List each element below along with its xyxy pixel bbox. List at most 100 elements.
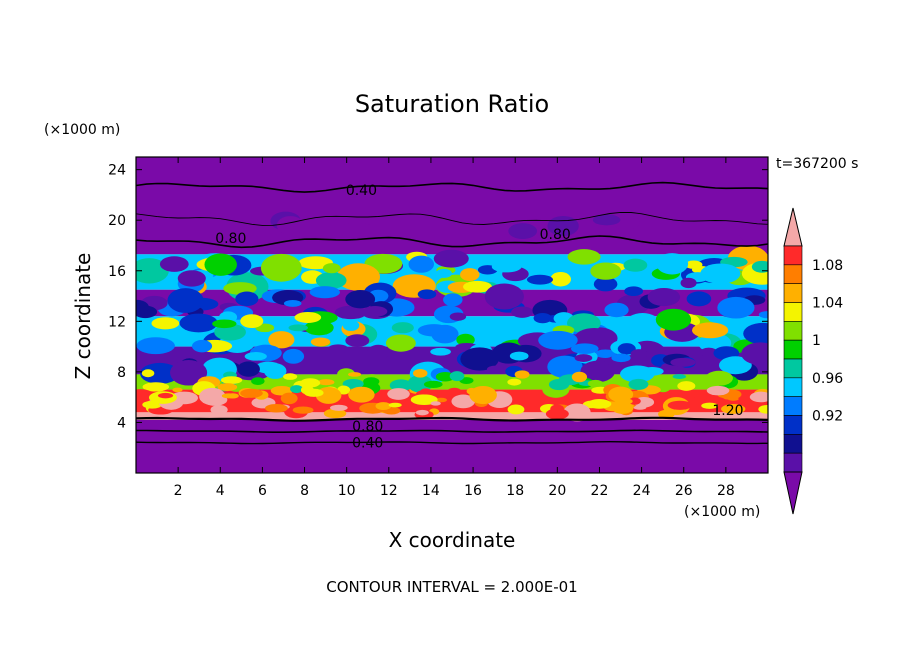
field-cell: [268, 331, 295, 349]
field-cell: [304, 388, 324, 397]
field-cell: [362, 306, 388, 317]
field-cell: [420, 388, 432, 395]
field-cell: [751, 260, 768, 273]
field-cell: [718, 356, 752, 375]
field-cell: [310, 337, 331, 347]
field-cell: [348, 372, 362, 377]
field-cell: [484, 283, 524, 310]
field-cell: [592, 214, 621, 226]
field-cell: [463, 280, 492, 293]
field-cell: [391, 322, 414, 334]
field-cell: [423, 380, 443, 389]
field-cell: [593, 276, 618, 292]
field-cell: [345, 290, 376, 309]
field-cell: [640, 366, 664, 376]
field-cell: [167, 288, 204, 313]
field-cell: [533, 312, 552, 324]
field-cell: [738, 219, 768, 245]
field-cell: [451, 394, 476, 409]
field-cell: [363, 377, 380, 386]
field-cell: [511, 306, 534, 318]
field-cell: [677, 381, 696, 391]
field-cell: [240, 388, 263, 398]
contour-labels: 0.400.80 0.801.200.800.40: [215, 183, 743, 452]
plot-frame: [135, 156, 769, 474]
field-cell: [507, 378, 522, 386]
colorbar-box: [783, 358, 803, 379]
field-cell: [758, 404, 768, 414]
field-cell: [743, 322, 768, 345]
field-cell: [727, 397, 739, 401]
contour-label: 1.20: [712, 403, 743, 419]
field-cell: [264, 403, 288, 413]
field-cell: [171, 334, 191, 346]
field-cell: [647, 287, 681, 307]
field-cell: [348, 386, 375, 403]
y-tick-label: 24: [108, 163, 126, 179]
field-cell: [706, 385, 730, 396]
field-cell: [545, 408, 569, 420]
field-cell: [322, 263, 341, 274]
field-cell: [220, 376, 243, 385]
field-cell: [686, 291, 712, 307]
contour-label: 0.80: [540, 227, 571, 243]
y-tick-label: 12: [108, 314, 126, 330]
field-cell: [387, 388, 410, 400]
field-cell: [655, 308, 692, 331]
field-cell: [550, 272, 572, 287]
y-tick-label: 4: [117, 415, 126, 431]
contour-line: [136, 440, 768, 445]
field-cell: [514, 370, 530, 379]
field-cell: [191, 339, 213, 353]
field-cell: [590, 262, 622, 280]
field-cell: [617, 343, 636, 355]
field-cell: [172, 387, 183, 393]
colorbar-box: [783, 396, 803, 416]
field-cell: [315, 272, 347, 289]
field-cell: [417, 289, 437, 300]
field-cell: [276, 216, 305, 235]
colorbar-label: 1.04: [812, 296, 843, 312]
field-cell: [456, 333, 475, 346]
field-cell: [334, 305, 368, 320]
field-cell: [624, 286, 644, 297]
field-cell: [628, 397, 641, 405]
field-cell: [628, 378, 649, 390]
contour-line: [136, 181, 768, 193]
field-cell: [136, 299, 149, 315]
field-cell: [283, 299, 302, 307]
field-cell: [571, 371, 588, 383]
field-cell: [700, 263, 741, 284]
field-cell: [141, 369, 155, 378]
contour-lines: [136, 181, 768, 445]
field-cell: [408, 255, 435, 273]
colorbar-box: [783, 377, 803, 397]
field-cell: [407, 375, 433, 393]
field-cell: [375, 402, 392, 411]
x-tick-label: 10: [338, 483, 356, 499]
field-cell: [177, 270, 206, 287]
contour-label: 0.40: [352, 436, 383, 452]
field-cell: [217, 383, 238, 392]
field-cell: [304, 320, 334, 336]
colorbar-label: 1: [812, 333, 821, 349]
field-cell: [136, 354, 151, 368]
field-cell: [469, 385, 497, 405]
field-cell: [300, 378, 321, 388]
field-cell: [721, 404, 746, 414]
x-axis-label: X coordinate: [389, 528, 516, 552]
field-cell: [567, 249, 601, 265]
field-cell: [656, 253, 689, 275]
field-band: [136, 412, 768, 420]
field-cell: [327, 344, 349, 354]
field-cell: [210, 404, 228, 415]
field-cell: [701, 402, 719, 409]
contour-label: 0.80: [215, 231, 246, 247]
colorbar-box: [783, 264, 803, 284]
field-cell: [212, 319, 237, 329]
field-cell: [699, 347, 718, 357]
colorbar-label: 0.92: [812, 409, 843, 425]
colorbar: 1.08 1.04 1 0.96 0.92: [783, 207, 843, 515]
field-cell: [486, 365, 505, 373]
field-cell: [574, 354, 593, 362]
